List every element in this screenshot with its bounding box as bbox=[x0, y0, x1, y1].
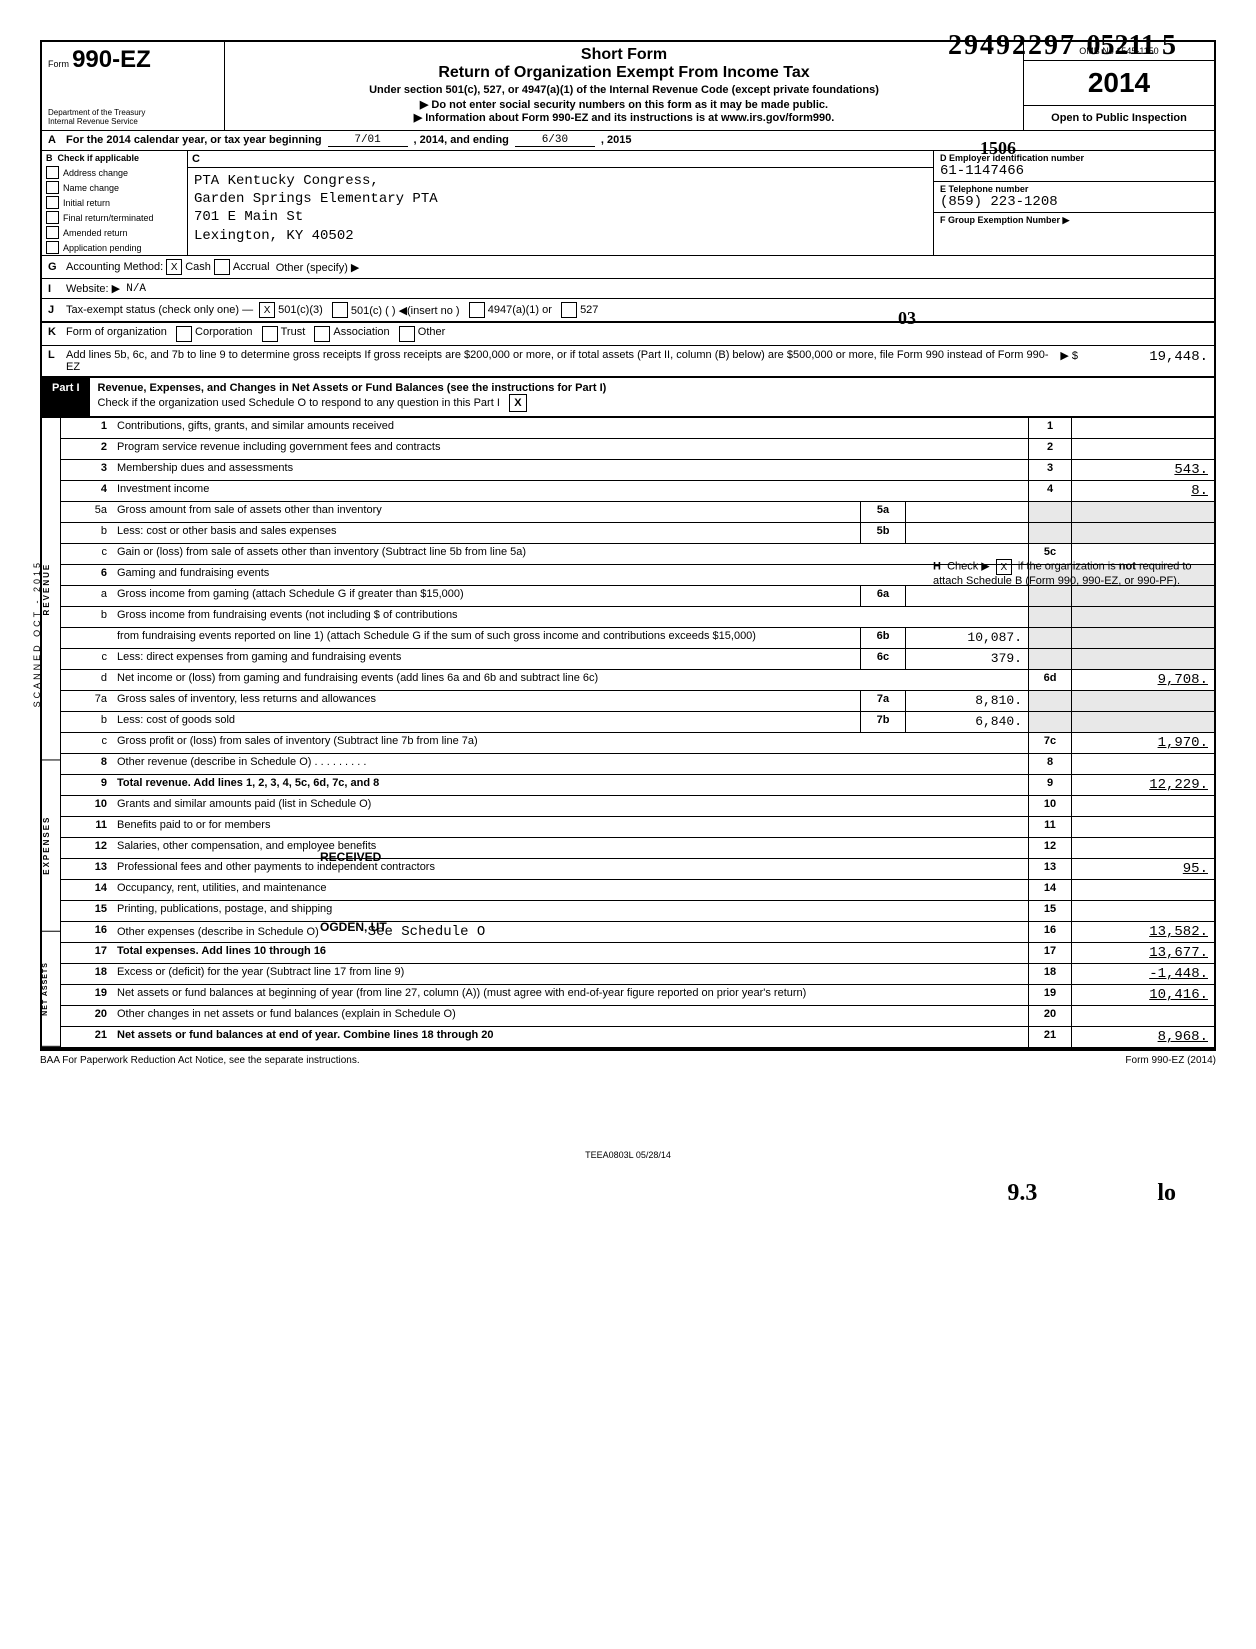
side-expenses: EXPENSES bbox=[42, 760, 60, 932]
j-opt-0: 501(c)(3) bbox=[278, 304, 323, 316]
trust-checkbox[interactable] bbox=[262, 326, 278, 342]
k-corp: Corporation bbox=[195, 326, 252, 342]
handwritten-bottom-1: 9.3 bbox=[1007, 1180, 1037, 1207]
accounting-cash-checkbox[interactable]: X bbox=[166, 259, 182, 275]
form-name: 990-EZ bbox=[72, 46, 151, 73]
main-title: Return of Organization Exempt From Incom… bbox=[231, 64, 1017, 82]
schedule-b-checkbox[interactable]: X bbox=[996, 559, 1012, 575]
b-opt-0-checkbox[interactable] bbox=[46, 166, 59, 179]
baa-notice: BAA For Paperwork Reduction Act Notice, … bbox=[40, 1055, 360, 1066]
stamp-number-top: 29492297 bbox=[948, 30, 1076, 62]
gross-receipts-value: 19,448. bbox=[1078, 349, 1208, 373]
j-opt-3: 527 bbox=[580, 304, 598, 316]
stamp-ogden: OGDEN, UT bbox=[320, 920, 387, 934]
l-arrow: ▶ $ bbox=[1060, 349, 1078, 373]
g-cash: Cash bbox=[185, 261, 211, 273]
form-prefix: Form bbox=[48, 59, 69, 69]
line-a-yr: , 2015 bbox=[601, 134, 632, 147]
l-text: Add lines 5b, 6c, and 7b to line 9 to de… bbox=[66, 349, 1060, 373]
line-a-text: For the 2014 calendar year, or tax year … bbox=[66, 134, 322, 147]
handwritten-bottom-2: lo bbox=[1157, 1180, 1176, 1207]
g-label: Accounting Method: bbox=[66, 261, 163, 273]
b-opt-1-label: Name change bbox=[63, 183, 119, 193]
k-label: Form of organization bbox=[66, 326, 167, 342]
g-other: Other (specify) ▶ bbox=[276, 261, 360, 274]
side-netassets: NET ASSETS bbox=[42, 932, 60, 1047]
other-checkbox[interactable] bbox=[399, 326, 415, 342]
phone-value: (859) 223-1208 bbox=[940, 194, 1208, 210]
k-assoc: Association bbox=[333, 326, 389, 342]
side-revenue: REVENUE bbox=[42, 418, 60, 760]
org-addr-2: Lexington, KY 40502 bbox=[194, 227, 927, 245]
k-trust: Trust bbox=[281, 326, 306, 342]
teea-code: TEEA0803L 05/28/14 bbox=[40, 1150, 1216, 1160]
b-opt-2-checkbox[interactable] bbox=[46, 196, 59, 209]
accounting-accrual-checkbox[interactable] bbox=[214, 259, 230, 275]
short-form-label: Short Form bbox=[231, 46, 1017, 64]
corp-checkbox[interactable] bbox=[176, 326, 192, 342]
501c3-checkbox[interactable]: X bbox=[259, 302, 275, 318]
e-label: E Telephone number bbox=[940, 184, 1208, 194]
h-section: H Check ▶ X if the organization is not r… bbox=[930, 556, 1206, 590]
g-accrual: Accrual bbox=[233, 261, 270, 273]
part1-label: Part I bbox=[42, 378, 90, 416]
b-opt-5-checkbox[interactable] bbox=[46, 241, 59, 254]
527-checkbox[interactable] bbox=[561, 302, 577, 318]
assoc-checkbox[interactable] bbox=[314, 326, 330, 342]
website-value: N/A bbox=[126, 283, 146, 295]
b-header: Check if applicable bbox=[58, 153, 140, 163]
j-opt-2: 4947(a)(1) or bbox=[488, 304, 552, 316]
org-name-1: PTA Kentucky Congress, bbox=[194, 172, 927, 190]
note-ssn: ▶ Do not enter social security numbers o… bbox=[231, 98, 1017, 111]
department-label: Department of the Treasury Internal Reve… bbox=[48, 108, 218, 126]
line-a-mid: , 2014, and ending bbox=[414, 134, 509, 147]
part1-subtitle: Check if the organization used Schedule … bbox=[98, 397, 500, 409]
b-opt-5-label: Application pending bbox=[63, 243, 142, 253]
b-opt-4-label: Amended return bbox=[63, 228, 128, 238]
b-opt-1-checkbox[interactable] bbox=[46, 181, 59, 194]
b-opt-2-label: Initial return bbox=[63, 198, 110, 208]
subtitle: Under section 501(c), 527, or 4947(a)(1)… bbox=[231, 84, 1017, 96]
tax-year-begin: 7/01 bbox=[328, 134, 408, 147]
stamp-received: RECEIVED bbox=[320, 850, 381, 864]
b-opt-3-label: Final return/terminated bbox=[63, 213, 154, 223]
stamp-number-top-right: 05211 5 bbox=[1087, 30, 1176, 62]
handwritten-1506: 1506 bbox=[980, 138, 1016, 159]
tax-year-end-month: 6/30 bbox=[515, 134, 595, 147]
4947-checkbox[interactable] bbox=[469, 302, 485, 318]
part1-title: Revenue, Expenses, and Changes in Net As… bbox=[98, 382, 607, 394]
b-opt-0-label: Address change bbox=[63, 168, 128, 178]
501c-checkbox[interactable] bbox=[332, 302, 348, 318]
org-addr-1: 701 E Main St bbox=[194, 208, 927, 226]
ein-value: 61-1147466 bbox=[940, 163, 1208, 179]
j-label: Tax-exempt status (check only one) — bbox=[66, 304, 253, 316]
j-opt-1: 501(c) ( ) ◀(insert no ) bbox=[351, 304, 460, 317]
schedule-o-checkbox[interactable]: X bbox=[509, 394, 527, 412]
f-label: F Group Exemption Number ▶ bbox=[940, 215, 1208, 226]
b-opt-4-checkbox[interactable] bbox=[46, 226, 59, 239]
scanned-stamp: SCANNED OCT - 2015 bbox=[32, 560, 42, 707]
note-instructions: ▶ Information about Form 990-EZ and its … bbox=[231, 111, 1017, 124]
i-label: Website: ▶ bbox=[66, 282, 120, 295]
c-header: C bbox=[188, 151, 933, 168]
b-opt-3-checkbox[interactable] bbox=[46, 211, 59, 224]
k-other: Other bbox=[418, 326, 446, 342]
form-footer: Form 990-EZ (2014) bbox=[1125, 1055, 1216, 1066]
tax-year: 2014 bbox=[1024, 61, 1214, 106]
open-to-public: Open to Public Inspection bbox=[1024, 106, 1214, 130]
org-name-2: Garden Springs Elementary PTA bbox=[194, 190, 927, 208]
